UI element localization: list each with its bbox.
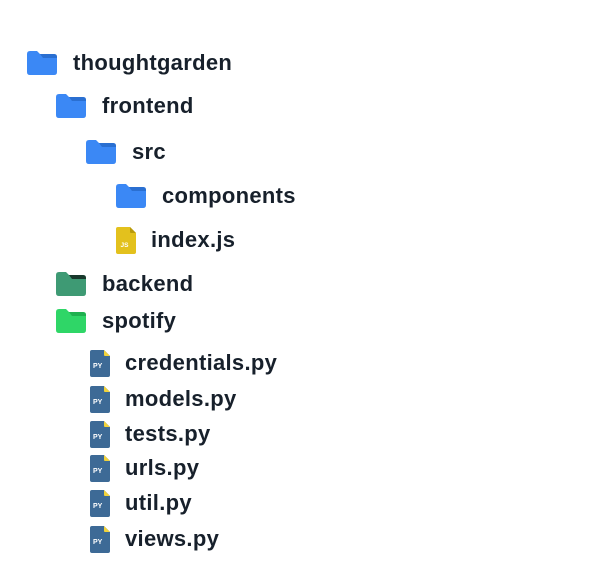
python-file-icon: PY: [90, 420, 110, 448]
tree-folder-thoughtgarden[interactable]: thoughtgarden: [27, 48, 232, 78]
file-label: urls.py: [125, 455, 200, 480]
file-label: views.py: [125, 526, 220, 551]
python-file-icon: PY: [90, 454, 110, 482]
python-file-icon: PY: [90, 385, 110, 413]
tree-folder-spotify[interactable]: spotify: [56, 306, 176, 336]
python-file-icon: PY: [90, 489, 110, 517]
js-file-icon: JS: [116, 226, 136, 254]
folder-icon: [56, 309, 86, 333]
tree-file-credentials-py[interactable]: PY credentials.py: [90, 348, 277, 378]
folder-icon: [56, 272, 86, 296]
folder-icon: [86, 140, 116, 164]
folder-label: spotify: [102, 308, 177, 333]
folder-label: backend: [102, 271, 194, 296]
folder-icon: [116, 184, 146, 208]
file-badge-text: PY: [93, 468, 103, 475]
folder-label: src: [132, 139, 166, 164]
folder-label: frontend: [102, 93, 194, 118]
file-badge-text: PY: [93, 503, 103, 510]
tree-file-index-js[interactable]: JS index.js: [116, 225, 235, 255]
file-badge-text: PY: [93, 539, 103, 546]
folder-icon: [27, 51, 57, 75]
folder-icon: [56, 94, 86, 118]
file-label: tests.py: [125, 421, 211, 446]
tree-file-urls-py[interactable]: PY urls.py: [90, 453, 199, 483]
file-label: credentials.py: [125, 350, 278, 375]
file-label: util.py: [125, 490, 192, 515]
tree-folder-components[interactable]: components: [116, 181, 296, 211]
tree-folder-src[interactable]: src: [86, 137, 166, 167]
folder-label: components: [162, 183, 296, 208]
tree-folder-backend[interactable]: backend: [56, 269, 193, 299]
tree-file-views-py[interactable]: PY views.py: [90, 524, 219, 554]
tree-file-tests-py[interactable]: PY tests.py: [90, 419, 211, 449]
tree-file-models-py[interactable]: PY models.py: [90, 384, 237, 414]
file-badge-text: PY: [93, 399, 103, 406]
python-file-icon: PY: [90, 349, 110, 377]
file-badge-text: PY: [93, 363, 103, 370]
file-badge-text: JS: [121, 242, 130, 249]
tree-file-util-py[interactable]: PY util.py: [90, 488, 192, 518]
folder-label: thoughtgarden: [73, 50, 233, 75]
python-file-icon: PY: [90, 525, 110, 553]
file-label: models.py: [125, 386, 237, 411]
tree-folder-frontend[interactable]: frontend: [56, 91, 194, 121]
file-badge-text: PY: [93, 434, 103, 441]
file-label: index.js: [151, 227, 236, 252]
